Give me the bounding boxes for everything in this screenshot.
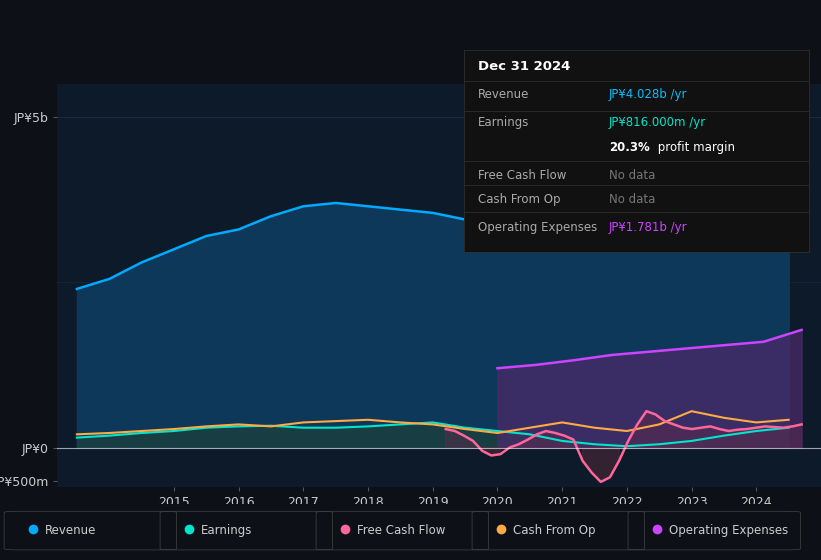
Text: Earnings: Earnings bbox=[478, 116, 529, 129]
Text: profit margin: profit margin bbox=[654, 141, 735, 153]
Text: Cash From Op: Cash From Op bbox=[478, 193, 560, 206]
Text: Cash From Op: Cash From Op bbox=[513, 524, 595, 538]
Text: JP¥1.781b /yr: JP¥1.781b /yr bbox=[608, 221, 687, 234]
Text: Free Cash Flow: Free Cash Flow bbox=[357, 524, 446, 538]
Text: Free Cash Flow: Free Cash Flow bbox=[478, 169, 566, 182]
Text: Revenue: Revenue bbox=[45, 524, 97, 538]
Text: Revenue: Revenue bbox=[478, 88, 529, 101]
Text: Earnings: Earnings bbox=[201, 524, 253, 538]
Text: Operating Expenses: Operating Expenses bbox=[478, 221, 597, 234]
Text: No data: No data bbox=[608, 169, 655, 182]
Text: JP¥4.028b /yr: JP¥4.028b /yr bbox=[608, 88, 687, 101]
Text: 20.3%: 20.3% bbox=[608, 141, 649, 153]
Text: No data: No data bbox=[608, 193, 655, 206]
Text: Dec 31 2024: Dec 31 2024 bbox=[478, 60, 570, 73]
Text: JP¥816.000m /yr: JP¥816.000m /yr bbox=[608, 116, 706, 129]
Text: Operating Expenses: Operating Expenses bbox=[669, 524, 788, 538]
